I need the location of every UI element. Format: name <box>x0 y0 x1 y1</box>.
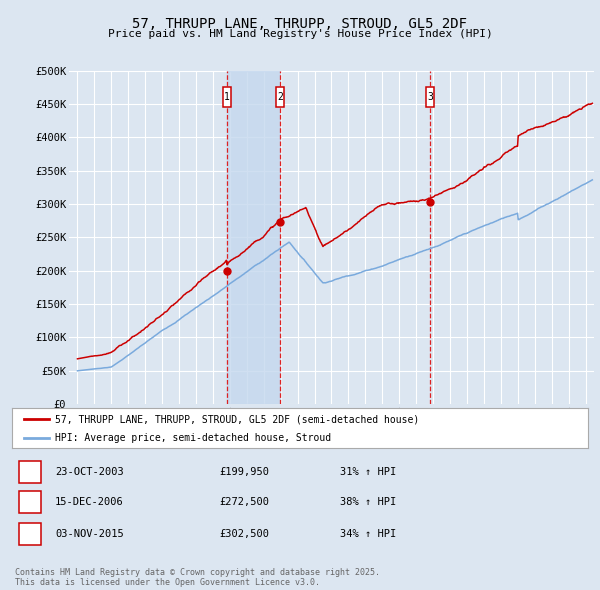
FancyBboxPatch shape <box>19 491 41 513</box>
FancyBboxPatch shape <box>19 461 41 483</box>
Text: 1: 1 <box>224 93 230 103</box>
Text: Contains HM Land Registry data © Crown copyright and database right 2025.
This d: Contains HM Land Registry data © Crown c… <box>15 568 380 587</box>
Text: 31% ↑ HPI: 31% ↑ HPI <box>340 467 397 477</box>
Text: 38% ↑ HPI: 38% ↑ HPI <box>340 497 397 507</box>
FancyBboxPatch shape <box>427 87 434 107</box>
Text: 23-OCT-2003: 23-OCT-2003 <box>55 467 124 477</box>
Text: 3: 3 <box>427 93 433 103</box>
Text: 03-NOV-2015: 03-NOV-2015 <box>55 529 124 539</box>
Text: HPI: Average price, semi-detached house, Stroud: HPI: Average price, semi-detached house,… <box>55 432 331 442</box>
Text: 57, THRUPP LANE, THRUPP, STROUD, GL5 2DF: 57, THRUPP LANE, THRUPP, STROUD, GL5 2DF <box>133 17 467 31</box>
Text: Price paid vs. HM Land Registry's House Price Index (HPI): Price paid vs. HM Land Registry's House … <box>107 29 493 39</box>
Text: 15-DEC-2006: 15-DEC-2006 <box>55 497 124 507</box>
Text: £302,500: £302,500 <box>220 529 269 539</box>
Text: 3: 3 <box>27 529 33 539</box>
Text: 34% ↑ HPI: 34% ↑ HPI <box>340 529 397 539</box>
Text: 2: 2 <box>27 497 33 507</box>
FancyBboxPatch shape <box>223 87 231 107</box>
Text: 1: 1 <box>27 467 33 477</box>
Text: £199,950: £199,950 <box>220 467 269 477</box>
Text: 2: 2 <box>277 93 283 103</box>
FancyBboxPatch shape <box>19 523 41 545</box>
Text: £272,500: £272,500 <box>220 497 269 507</box>
Text: 57, THRUPP LANE, THRUPP, STROUD, GL5 2DF (semi-detached house): 57, THRUPP LANE, THRUPP, STROUD, GL5 2DF… <box>55 414 419 424</box>
Bar <box>227 71 280 404</box>
FancyBboxPatch shape <box>276 87 284 107</box>
